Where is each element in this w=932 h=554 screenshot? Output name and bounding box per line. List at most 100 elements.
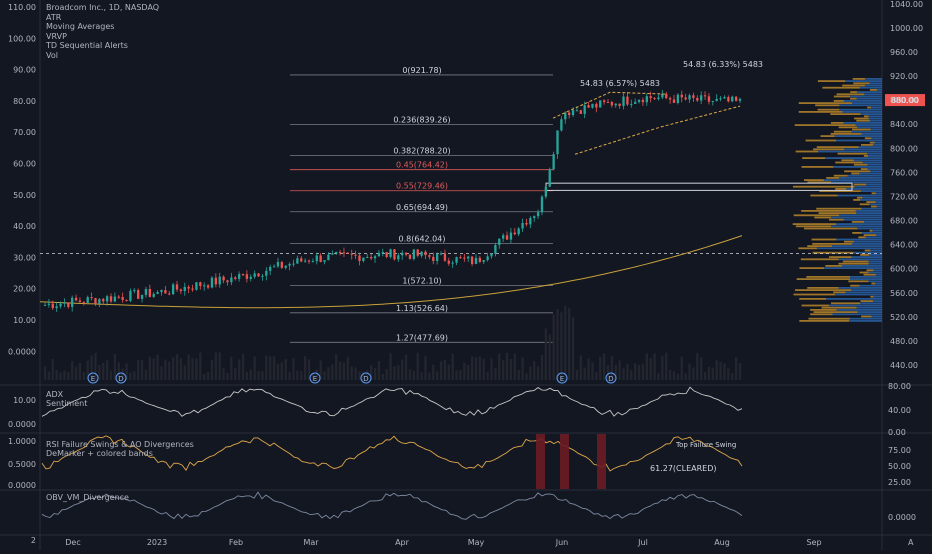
profile-bar: [873, 269, 882, 272]
fib-label: 1.27(477.69): [396, 333, 448, 342]
candles: [43, 89, 742, 312]
volume-bar: [292, 357, 295, 380]
volume-bar: [160, 366, 163, 380]
indicator-atr[interactable]: ATR: [46, 12, 62, 22]
profile-bar: [860, 190, 882, 192]
volume-bar: [389, 353, 392, 380]
candle: [121, 296, 124, 300]
volume-bar: [420, 372, 423, 380]
profile-bar: [805, 139, 837, 142]
candle: [109, 296, 113, 302]
profile-bar: [871, 282, 876, 285]
profile-bar: [874, 141, 882, 144]
profile-bar: [833, 291, 846, 294]
x-axis-tick: May: [468, 538, 485, 547]
profile-bar: [866, 201, 876, 203]
profile-bar: [849, 278, 882, 280]
candle: [424, 251, 427, 256]
profile-bar: [864, 84, 882, 87]
profile-bar: [801, 210, 856, 212]
profile-bar: [871, 137, 882, 140]
candle: [245, 274, 249, 279]
volume-bar: [723, 363, 726, 380]
candle: [183, 286, 186, 292]
volume-bar: [55, 370, 58, 380]
volume-bar: [552, 314, 555, 380]
profile-bar: [830, 122, 844, 124]
measure-label-2: 54.83 (6.33%) 5483: [683, 60, 763, 69]
obv-series-name[interactable]: OBV_VM_Divergence: [46, 493, 129, 502]
measure-label-1: 54.83 (6.57%) 5483: [580, 79, 660, 88]
pane-right-tick: 25.00: [888, 478, 911, 487]
profile-bar: [844, 170, 871, 173]
volume-bar: [338, 361, 342, 380]
volume-bar: [86, 360, 89, 380]
pane-right-tick: 40.00: [888, 406, 911, 415]
volume-bar: [711, 367, 714, 380]
profile-bar: [833, 100, 844, 102]
candle: [610, 102, 614, 106]
candle: [548, 169, 551, 187]
profile-bar: [825, 157, 882, 159]
profile-bar: [821, 306, 857, 309]
volume-bar: [276, 363, 280, 380]
volume-bar: [443, 359, 447, 380]
pane-left-tick: 10.00: [13, 396, 36, 405]
profile-bar: [816, 207, 862, 210]
rsi-cleared-label: 61.27(CLEARED): [650, 464, 717, 473]
candle: [428, 255, 431, 257]
candle: [144, 288, 148, 295]
profile-bar: [818, 212, 857, 214]
profile-bar: [794, 124, 856, 126]
sentiment-series-name[interactable]: Sentiment: [46, 399, 88, 408]
indicator-td-sequential[interactable]: TD Sequential Alerts: [46, 41, 128, 50]
symbol-title[interactable]: Broadcom Inc., 1D, NASDAQ: [46, 3, 160, 12]
profile-bar: [852, 78, 866, 80]
candle: [661, 93, 664, 98]
candle: [668, 98, 672, 100]
volume-bar: [63, 370, 66, 380]
indicator-vrvp[interactable]: VRVP: [46, 31, 67, 41]
profile-bar: [857, 126, 882, 129]
candle: [63, 302, 66, 304]
profile-bar: [839, 108, 882, 111]
volume-bar: [404, 354, 408, 380]
profile-bar: [863, 115, 869, 118]
profile-bar: [868, 117, 882, 120]
candle: [102, 298, 105, 302]
profile-bar: [871, 192, 876, 195]
volume-bar: [152, 358, 155, 380]
profile-bar: [839, 104, 882, 107]
volume-bar: [556, 309, 559, 380]
indicator-vol[interactable]: Vol: [46, 50, 58, 60]
profile-bar: [864, 249, 871, 252]
indicator-moving-averages[interactable]: Moving Averages: [46, 22, 115, 31]
left-axis-tick: 70.00: [13, 128, 36, 137]
profile-bar: [860, 254, 870, 256]
demarker-series-name[interactable]: DeMarker + colored bands: [46, 449, 153, 458]
moving-average-line: [39, 235, 743, 309]
fib-label: 0.236(839.26): [393, 116, 450, 125]
profile-bar: [829, 218, 844, 221]
rsi-series-name[interactable]: RSI Failure Swings & AO Divergences: [46, 440, 194, 449]
volume-bar: [451, 353, 454, 380]
profile-bar: [825, 265, 842, 267]
candle: [688, 95, 691, 100]
candle: [369, 256, 373, 259]
profile-bar: [865, 236, 882, 239]
profile-bar: [870, 128, 882, 131]
candle: [218, 276, 221, 285]
left-axis-tick: 20.00: [13, 285, 36, 294]
profile-bar: [856, 306, 882, 309]
volume-bar: [517, 369, 520, 380]
profile-bar: [871, 106, 882, 109]
profile-bar: [807, 287, 839, 289]
profile-bar: [839, 177, 882, 179]
candle: [160, 290, 163, 293]
adx-series-name[interactable]: ADX: [46, 390, 64, 399]
profile-bar: [831, 225, 882, 228]
candle: [59, 303, 62, 307]
volume-bar: [113, 353, 117, 380]
